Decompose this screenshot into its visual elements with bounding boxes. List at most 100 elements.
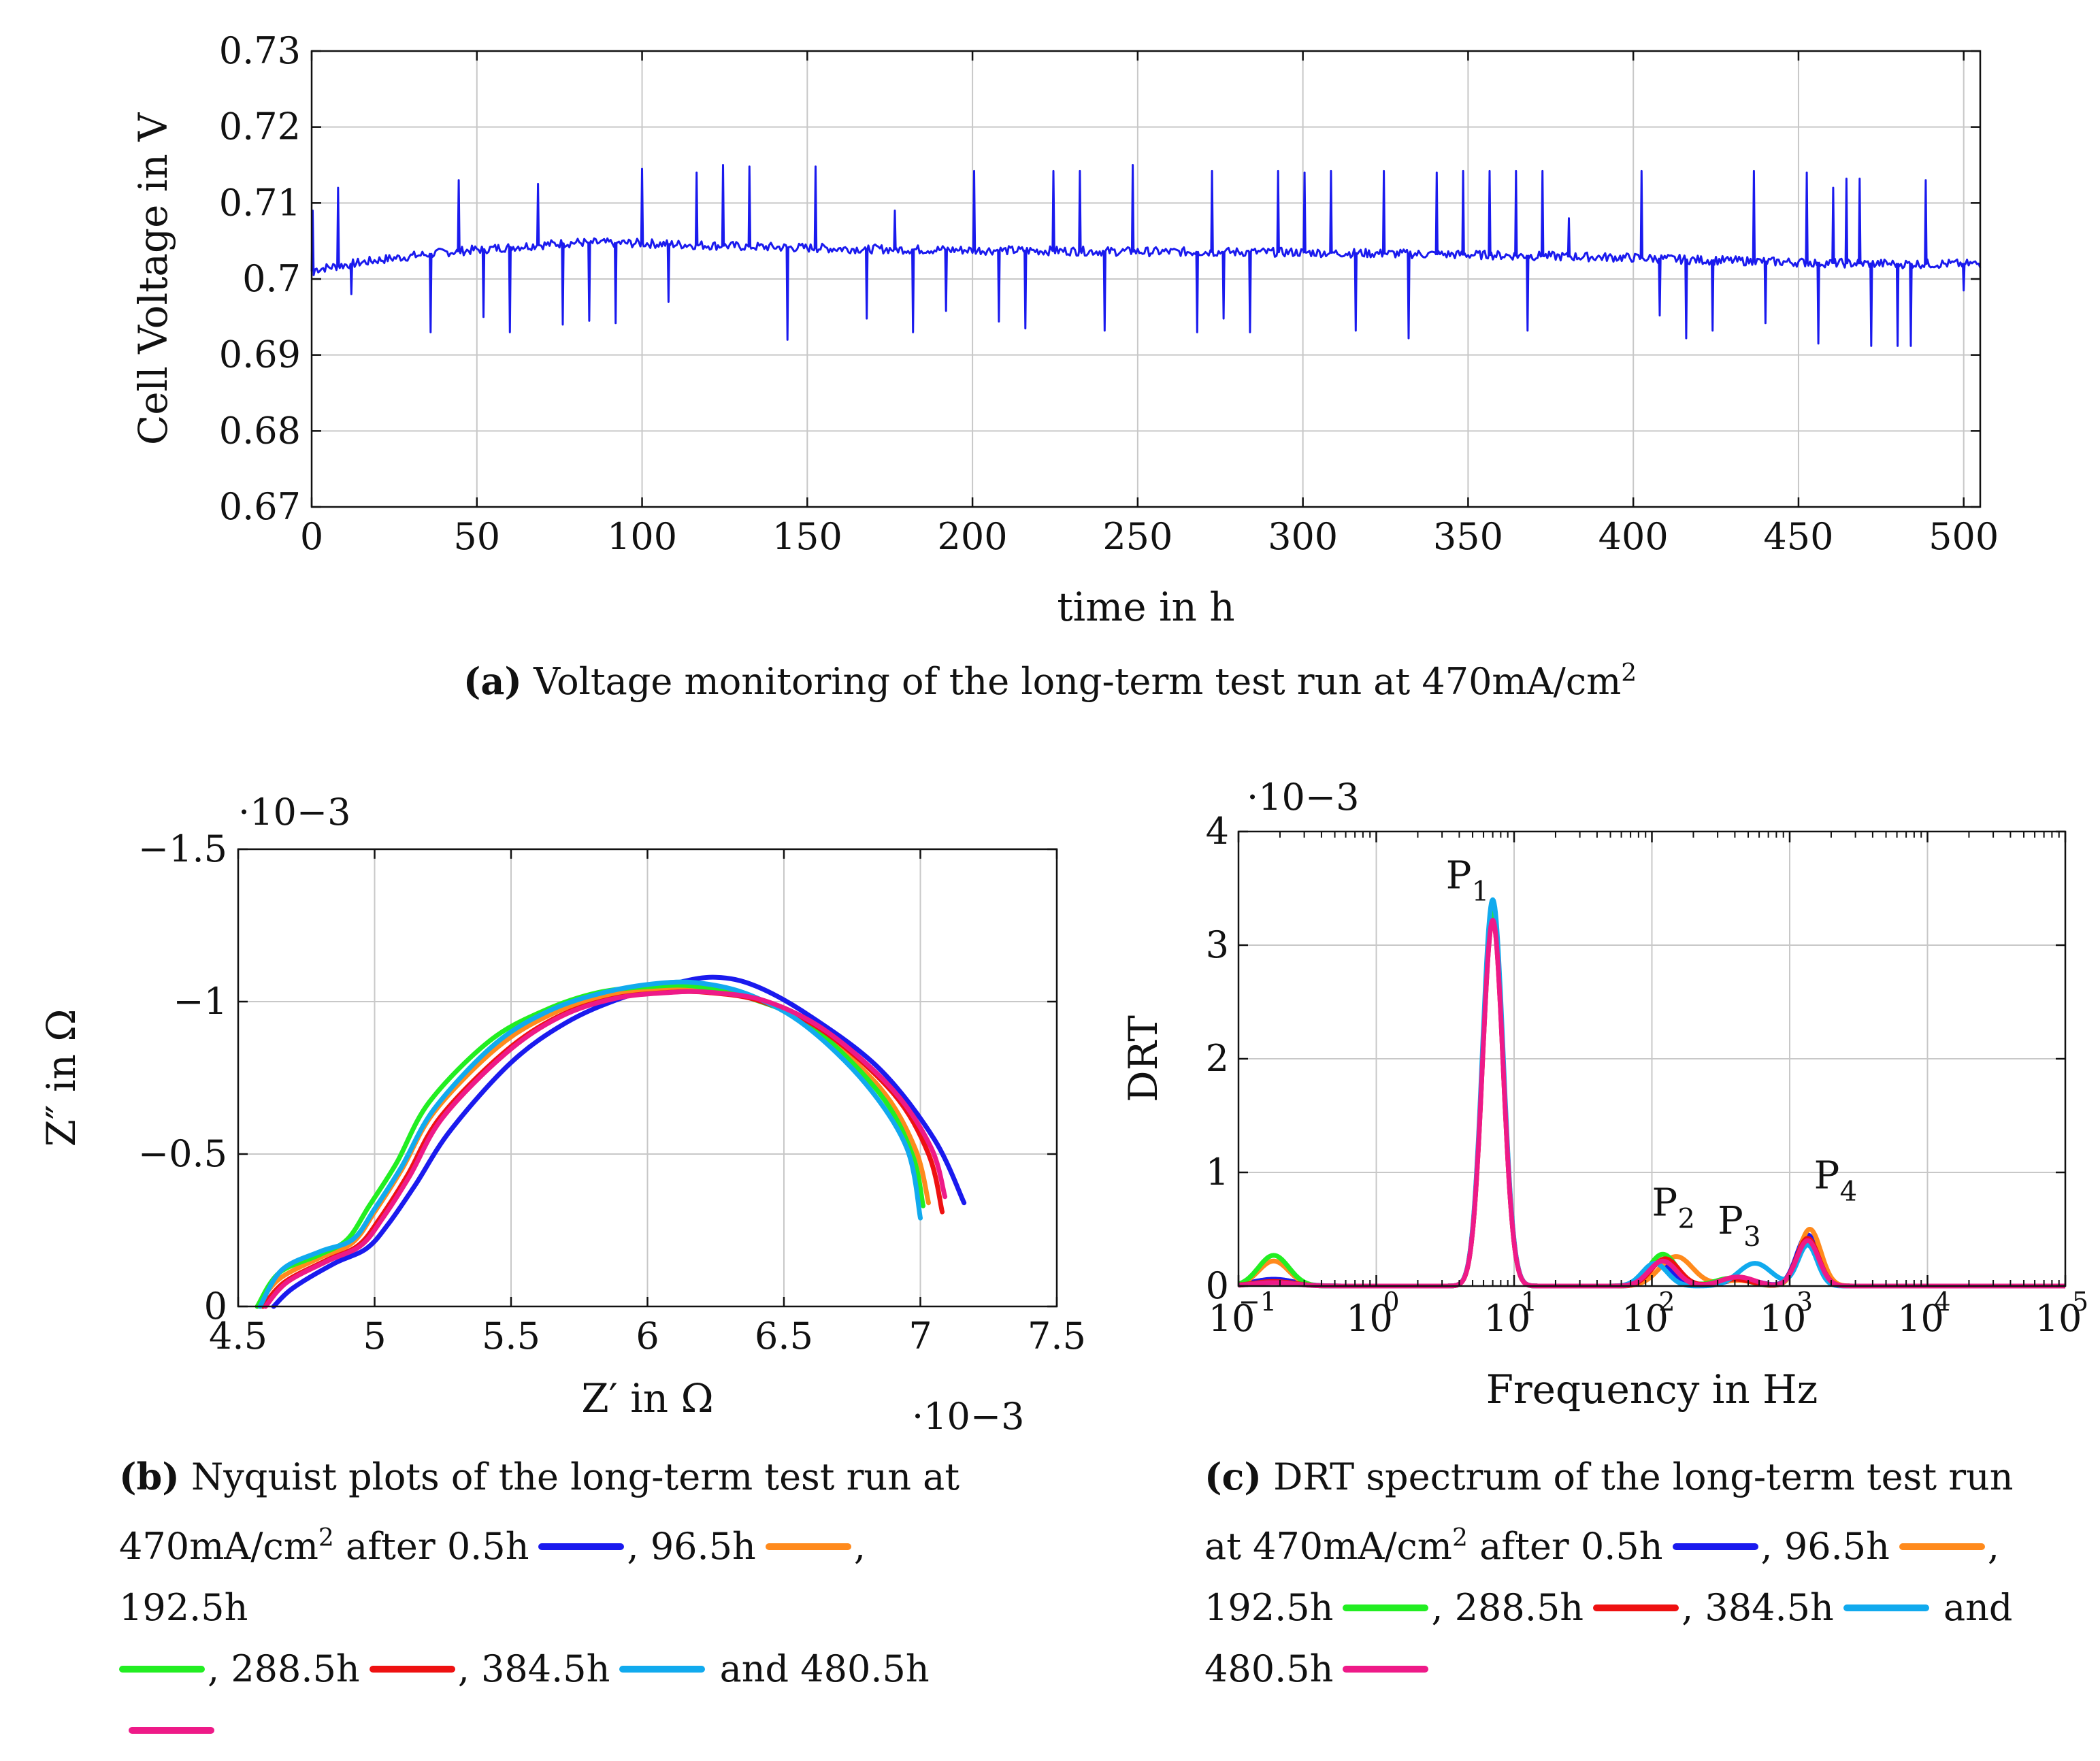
tick-label-y-0: 0 [1206, 1264, 1229, 1307]
caption-b: (b) Nyquist plots of the long-term test … [119, 1446, 1004, 1761]
tick-label-y-2: 2 [1206, 1037, 1229, 1080]
tick-label-x-500: 500 [1929, 515, 1999, 558]
y-scale-label-c: ·10−3 [1247, 776, 1359, 819]
tick-label-y-3: −1.5 [138, 827, 227, 870]
caption-c-entry-288h: , 288.5h [1431, 1586, 1584, 1629]
tick-label-x-150: 150 [772, 515, 842, 558]
caption-c-line2: at 470mA/cm2 after 0.5h, 96.5h, [1204, 1524, 2000, 1568]
tick-label-y-4: 4 [1206, 810, 1229, 853]
caption-b-line2-pre: 470mA/cm [119, 1525, 318, 1568]
tick-label-x-6: 10 [2035, 1297, 2082, 1340]
caption-c-entry-480h: 480.5h [1204, 1647, 1334, 1690]
caption-b-line2-post: after 0.5h [346, 1525, 529, 1568]
caption-c-entry-384h: , 384.5h [1681, 1586, 1834, 1629]
legend-swatch-c-384-5h [1843, 1604, 1929, 1611]
caption-c-line4: 480.5h [1204, 1639, 2062, 1700]
caption-c-line2-post: after 0.5h [1479, 1525, 1663, 1568]
tick-label-x-1: 10 [1346, 1297, 1393, 1340]
legend-swatch-288-5h [369, 1666, 455, 1673]
legend-swatch-480-5h [129, 1727, 214, 1734]
tick-label-y-5: 0.72 [219, 105, 301, 148]
tick-label-y-2: −1 [173, 980, 227, 1023]
tick-label-y-1: −0.5 [138, 1132, 227, 1175]
caption-b-label: (b) [119, 1455, 180, 1498]
tick-label-x-0: 10 [1209, 1297, 1256, 1340]
caption-c-line2-pre: at 470mA/cm [1204, 1525, 1452, 1568]
caption-c-entry-192h: 192.5h [1204, 1586, 1334, 1629]
caption-c-line1: (c) DRT spectrum of the long-term test r… [1204, 1446, 2062, 1508]
caption-a-sup: 2 [1621, 659, 1637, 687]
tick-label-x-200: 200 [938, 515, 1008, 558]
tick-label-x-3: 6 [636, 1315, 659, 1357]
caption-b-entry-96h: , 96.5h [627, 1525, 756, 1568]
tick-label-y-3: 0.7 [242, 257, 301, 300]
caption-a-label: (a) [463, 659, 522, 703]
x-scale-label-b: ·10−3 [912, 1395, 1024, 1438]
caption-c-entry-and: and [1943, 1586, 2013, 1629]
nyquist-series-384-5h [257, 979, 923, 1309]
y-axis-label-c: DRT [1120, 1015, 1166, 1102]
caption-b-entry-384h: , 384.5h [457, 1647, 610, 1690]
legend-swatch-0-5h [538, 1543, 625, 1550]
peak-label-sub-4: 4 [1840, 1176, 1857, 1207]
legend-swatch-c-288-5h [1593, 1604, 1679, 1611]
tick-label-x-exp-5: 4 [1934, 1287, 1950, 1317]
caption-c-line3: 192.5h , 288.5h , 384.5h and [1204, 1577, 2062, 1639]
caption-b-line1-text: Nyquist plots of the long-term test run … [191, 1455, 960, 1498]
tick-label-x-2: 5.5 [482, 1315, 540, 1357]
tick-label-y-3: 3 [1206, 923, 1229, 966]
tick-label-x-exp-2: 1 [1521, 1287, 1537, 1317]
tick-label-x-0: 0 [300, 515, 323, 558]
x-axis-label-b: Z′ in Ω [581, 1375, 713, 1421]
caption-c: (c) DRT spectrum of the long-term test r… [1204, 1446, 2062, 1700]
peak-label-sub-2: 2 [1678, 1203, 1695, 1234]
tick-label-x-exp-0: −1 [1238, 1287, 1277, 1317]
tick-label-x-3: 10 [1622, 1297, 1669, 1340]
peak-label-3: P [1718, 1199, 1743, 1243]
tick-label-x-exp-1: 0 [1383, 1287, 1399, 1317]
tick-label-x-5: 7 [908, 1315, 932, 1357]
tick-label-x-4: 6.5 [755, 1315, 813, 1357]
caption-b-entry-480h: and 480.5h [719, 1647, 930, 1690]
x-axis-label-a: time in h [1057, 584, 1234, 630]
tick-label-y-1: 0.68 [219, 409, 301, 452]
caption-b-line1: (b) Nyquist plots of the long-term test … [119, 1446, 1004, 1508]
caption-c-sup: 2 [1451, 1524, 1468, 1552]
figure-canvas: 0 50 100 150 200 250 300 350 400 450 5000.670.680.… [38, 29, 2088, 1438]
tick-label-x-exp-6: 5 [2072, 1287, 2088, 1317]
caption-a-text: Voltage monitoring of the long-term test… [534, 660, 1622, 703]
tick-label-x-exp-3: 2 [1658, 1287, 1675, 1317]
tick-label-x-350: 350 [1433, 515, 1503, 558]
tick-label-x-4: 10 [1760, 1297, 1807, 1340]
legend-swatch-192-5h [119, 1666, 205, 1673]
tick-label-y-6: 0.73 [219, 29, 301, 72]
legend-swatch-c-0-5h [1672, 1543, 1758, 1550]
nyquist-series-0-5h [271, 974, 967, 1309]
voltage-series-line [310, 164, 1982, 347]
peak-label-4: P [1814, 1153, 1840, 1198]
caption-b-line3: , 288.5h , 384.5h and 480.5h [119, 1639, 1004, 1761]
tick-label-x-400: 400 [1598, 515, 1669, 558]
tick-label-x-300: 300 [1268, 515, 1338, 558]
nyquist-series-480-5h [263, 989, 948, 1309]
caption-b-entry-192h: , 192.5h [119, 1525, 866, 1629]
caption-c-entry-96h: , 96.5h [1760, 1525, 1890, 1568]
tick-label-x-5: 10 [1897, 1297, 1944, 1340]
voltage-chart: 0 50 100 150 200 250 300 350 400 450 500 0.67 0.68 0.… [130, 29, 1999, 630]
x-axis-label-c: Frequency in Hz [1486, 1366, 1818, 1413]
peak-label-sub-3: 3 [1743, 1221, 1760, 1253]
tick-label-y-2: 0.69 [219, 333, 301, 376]
legend-swatch-c-192-5h [1343, 1604, 1429, 1611]
caption-c-label: (c) [1204, 1455, 1262, 1498]
legend-swatch-c-96-5h [1899, 1543, 1985, 1550]
tick-label-x-1: 5 [363, 1315, 386, 1357]
tick-label-x-250: 250 [1102, 515, 1172, 558]
tick-label-x-0: 4.5 [209, 1315, 267, 1357]
y-axis-label-a: Cell Voltage in V [130, 112, 176, 445]
tick-label-y-0: 0.67 [219, 485, 301, 528]
caption-c-line1-text: DRT spectrum of the long-term test run [1273, 1455, 2014, 1498]
caption-b-line2: 470mA/cm2 after 0.5h , 96.5h, 192.5h [119, 1508, 1004, 1639]
caption-b-sup: 2 [318, 1524, 334, 1552]
tick-label-y-0: 0 [204, 1285, 227, 1328]
